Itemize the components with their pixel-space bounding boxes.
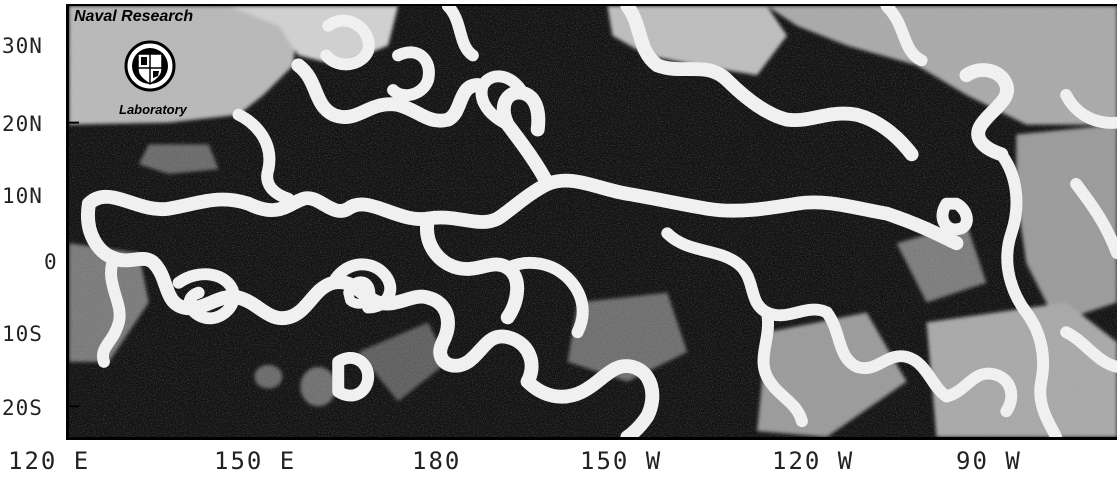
lat-label-20s: 20S (2, 396, 43, 420)
nrl-seal-icon (124, 40, 176, 92)
tick-marks (69, 121, 79, 408)
lon-label-180: 180 (412, 447, 462, 475)
lat-label-30n: 30N (2, 34, 43, 58)
lon-label-150e: 150 E (214, 447, 297, 475)
ocean-field-map (69, 6, 1117, 437)
logo-line-1: Naval Research (74, 8, 194, 25)
lon-label-90w: 90 W (956, 447, 1022, 475)
lat-label-20n: 20N (2, 112, 43, 136)
map-frame: Naval Research Laboratory (66, 4, 1117, 440)
lat-label-10s: 10S (2, 322, 43, 346)
lon-label-120w: 120 W (772, 447, 855, 475)
stipple-texture (69, 6, 1117, 437)
lat-label-10n: 10N (2, 184, 43, 208)
lon-label-120e: 120 E (8, 447, 91, 475)
lat-label-0: 0 (44, 250, 58, 274)
lon-label-150w: 150 W (580, 447, 663, 475)
nrl-logo: Naval Research Laboratory (69, 6, 239, 124)
logo-line-2: Laboratory (119, 102, 187, 117)
